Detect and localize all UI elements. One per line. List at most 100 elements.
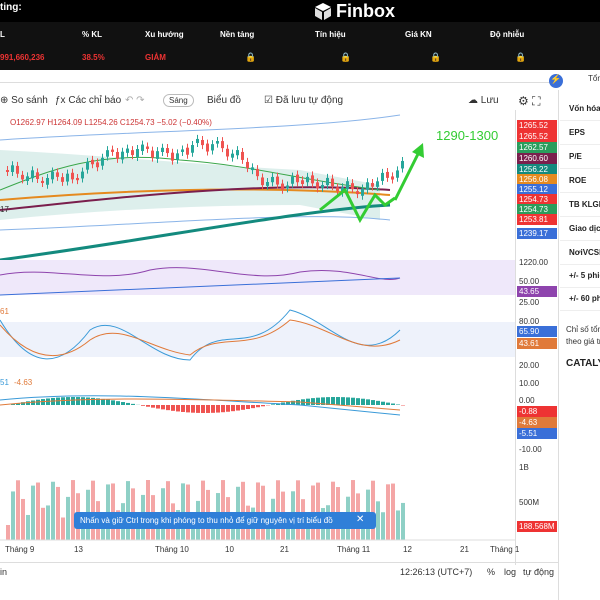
candle (336, 187, 339, 192)
candle (176, 153, 179, 160)
save[interactable]: ☁ Lưu (468, 95, 499, 106)
time-label: 13 (74, 545, 83, 554)
status-log[interactable]: log (504, 567, 517, 577)
volume-bar (381, 512, 385, 540)
volume-bar (166, 481, 170, 540)
left-text: ting: (0, 2, 22, 13)
note2: theo giá trị (566, 337, 600, 346)
volume-bar (111, 483, 115, 540)
macd-bar (126, 402, 130, 405)
indicators[interactable]: ƒx Các chỉ báo (55, 95, 122, 106)
macd-bar (386, 402, 390, 405)
lock-icon: 🔒 (430, 52, 442, 62)
candle (206, 143, 209, 152)
compare[interactable]: ⊕ So sánh (0, 95, 48, 106)
panel-row: Vốn hóa (569, 104, 600, 113)
candle (51, 171, 54, 180)
bolt-icon[interactable]: ⚡ (549, 74, 563, 88)
volume-bar (66, 496, 70, 540)
table-header: Độ nhiễu (490, 30, 525, 39)
time-label: Tháng 9 (5, 545, 35, 554)
chart-canvas (0, 110, 515, 555)
candle (91, 159, 94, 165)
panel-sep (560, 192, 600, 193)
settings-icons[interactable]: ⚙ ⛶ (518, 94, 541, 108)
volume-bar (211, 522, 215, 540)
candle (66, 173, 69, 182)
macd-bar (231, 405, 235, 412)
panel-divider (558, 90, 559, 600)
panel-row: +/- 5 phiê (569, 271, 600, 280)
autosave-label: Đã lưu tự động (275, 95, 344, 106)
status-percent[interactable]: % (487, 567, 496, 577)
panel-sep (560, 168, 600, 169)
macd-bar (346, 397, 350, 405)
macd-bar (286, 401, 290, 405)
time-label: 12 (403, 545, 412, 554)
chart-type[interactable]: Biểu đồ (207, 95, 241, 106)
macd-label: -4.63 (517, 417, 557, 428)
volume-bar (276, 480, 280, 540)
status-left[interactable]: in (0, 567, 8, 577)
time-label: 21 (460, 545, 469, 554)
panel-sep (560, 216, 600, 217)
panel-tab[interactable]: Tổn (588, 74, 600, 83)
status-auto[interactable]: tự động (523, 567, 555, 577)
macd-bar (131, 403, 135, 405)
lock-icon: 🔒 (340, 52, 352, 62)
candle (311, 175, 314, 184)
macd-bar (116, 401, 120, 405)
macd-bar (11, 404, 15, 405)
volume-bar (51, 481, 55, 540)
candle (151, 150, 154, 158)
candle (21, 174, 24, 180)
macd-bar (391, 403, 395, 405)
volume-bar (31, 485, 35, 540)
volume-label: 500M (519, 498, 540, 507)
panel-row: ROE (569, 176, 587, 185)
panel-sep (560, 310, 600, 311)
macd-bar (176, 405, 180, 412)
candle (201, 140, 204, 146)
macd-bar (321, 397, 325, 405)
candle (276, 176, 279, 185)
compare-label: So sánh (11, 95, 48, 106)
price-label: 1254.73 (517, 204, 557, 215)
macd-bar (306, 398, 310, 405)
volume-bar (41, 507, 45, 540)
volume-bar (61, 517, 65, 540)
candle (211, 144, 214, 151)
rsi-label: 25.00 (519, 298, 540, 307)
candle (376, 181, 379, 187)
candle (181, 149, 184, 152)
time-label: 21 (280, 545, 289, 554)
legend-macd2: -4.63 (14, 378, 33, 387)
macd-bar (111, 400, 115, 405)
candle (221, 141, 224, 149)
candle (46, 177, 49, 185)
volume-label: 188.568M (517, 521, 557, 532)
macd-bar (121, 402, 125, 405)
macd-bar (251, 405, 255, 409)
brand: Finbox (336, 1, 395, 21)
candle (321, 185, 324, 188)
undo-redo[interactable]: ↶ ↷ (125, 95, 145, 106)
time-label: Tháng 1 (490, 545, 520, 554)
volume-bar (6, 525, 10, 540)
macd-bar (296, 399, 300, 405)
candle (71, 172, 74, 180)
theme-toggle[interactable]: Sáng (163, 94, 194, 107)
table-cell: 991,660,236 (0, 53, 45, 62)
candle (121, 151, 124, 160)
top-bar (0, 0, 600, 22)
volume-bar (16, 480, 20, 540)
candle (191, 145, 194, 153)
candle (366, 182, 369, 190)
tooltip-close[interactable]: ✕ (356, 514, 365, 525)
macd-bar (141, 405, 145, 406)
volume-bar (146, 480, 150, 540)
stoch-label: 80.00 (519, 317, 540, 326)
candle (236, 150, 239, 156)
candle (31, 170, 34, 179)
autosave[interactable]: ☑ Đã lưu tự động (264, 95, 344, 106)
